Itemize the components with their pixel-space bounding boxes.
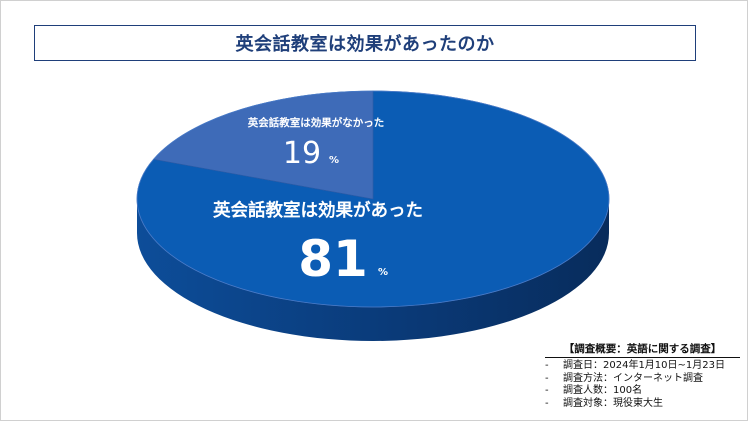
survey-note-item: - 調査人数：100名 xyxy=(545,385,643,396)
survey-note-item: - 調査日：2024年1月10日~1月23日 xyxy=(545,360,726,371)
slice-unit: % xyxy=(378,267,388,278)
pie-side-wall xyxy=(137,199,609,341)
pie-rim xyxy=(136,90,610,308)
slice-label: 英会話教室は効果があった xyxy=(213,200,423,221)
slice-unit: % xyxy=(329,155,339,166)
survey-notes-title: 【調査概要：英語に関する調査】 xyxy=(545,341,740,358)
slice-label: 英会話教室は効果がなかった xyxy=(247,116,385,129)
survey-note-item: - 調査方法：インターネット調査 xyxy=(545,372,703,384)
survey-notes-list: - 調査日：2024年1月10日~1月23日 - 調査方法：インターネット調査 -調… xyxy=(545,360,740,410)
survey-notes: 【調査概要：英語に関する調査】 - 調査日：2024年1月10日~1月23日 -調… xyxy=(545,341,740,410)
survey-note-item: - 調査対象：現役東大生 xyxy=(545,397,663,409)
chart-title: 英会話教室は効果があったのか xyxy=(34,25,696,61)
slice-value: 81 xyxy=(298,230,368,288)
slice-value: 19 xyxy=(283,136,321,171)
